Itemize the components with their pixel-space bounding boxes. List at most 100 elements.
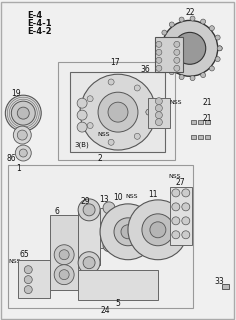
Circle shape	[158, 40, 163, 45]
Circle shape	[172, 189, 180, 197]
Circle shape	[54, 265, 74, 284]
Circle shape	[108, 79, 114, 85]
Text: 21: 21	[203, 114, 212, 123]
Circle shape	[190, 76, 195, 81]
Text: E-4-2: E-4-2	[27, 27, 52, 36]
Text: NSS: NSS	[8, 259, 21, 264]
Circle shape	[17, 130, 27, 140]
Circle shape	[17, 107, 29, 119]
Circle shape	[128, 200, 188, 260]
Circle shape	[217, 46, 222, 51]
Text: NSS: NSS	[170, 100, 182, 105]
Circle shape	[146, 109, 152, 115]
Circle shape	[162, 30, 167, 35]
Bar	[222, 284, 229, 289]
Circle shape	[77, 110, 87, 120]
Circle shape	[134, 133, 140, 139]
Circle shape	[108, 139, 114, 145]
Bar	[198, 120, 203, 124]
Circle shape	[87, 96, 93, 102]
Circle shape	[169, 70, 174, 75]
Bar	[191, 135, 196, 139]
Circle shape	[215, 57, 220, 62]
Circle shape	[98, 92, 138, 132]
Circle shape	[182, 189, 190, 197]
Circle shape	[156, 57, 162, 63]
Bar	[100, 208, 118, 248]
Text: NSS: NSS	[169, 174, 181, 180]
Circle shape	[201, 19, 206, 24]
Circle shape	[215, 35, 220, 40]
Circle shape	[146, 109, 152, 115]
Circle shape	[142, 214, 174, 246]
Text: 3(B): 3(B)	[75, 142, 89, 148]
Bar	[170, 187, 192, 245]
Circle shape	[217, 46, 222, 51]
Circle shape	[134, 85, 140, 91]
Circle shape	[78, 252, 100, 274]
Text: 11: 11	[148, 190, 158, 199]
Bar	[78, 270, 158, 300]
Bar	[191, 120, 196, 124]
Circle shape	[174, 65, 180, 71]
Text: 10: 10	[113, 193, 123, 202]
Bar	[198, 135, 203, 139]
Circle shape	[78, 199, 100, 221]
Bar	[205, 135, 210, 139]
Circle shape	[77, 98, 87, 108]
Bar	[148, 98, 170, 128]
Circle shape	[174, 41, 180, 47]
Text: NSS: NSS	[98, 132, 110, 137]
Text: 33: 33	[215, 277, 225, 286]
Bar	[58, 62, 175, 160]
Text: 1: 1	[16, 164, 21, 173]
Text: 24: 24	[100, 306, 110, 315]
Text: 6: 6	[55, 207, 60, 216]
Circle shape	[179, 75, 184, 80]
Circle shape	[114, 218, 142, 246]
Text: 65: 65	[19, 250, 29, 259]
Circle shape	[103, 202, 115, 214]
Circle shape	[182, 217, 190, 225]
Bar	[155, 37, 183, 72]
Text: 22: 22	[185, 8, 194, 17]
Text: 19: 19	[12, 89, 21, 98]
Circle shape	[103, 240, 115, 252]
Circle shape	[155, 105, 162, 112]
Text: 29: 29	[80, 197, 90, 206]
Circle shape	[172, 203, 180, 211]
Circle shape	[162, 20, 218, 76]
Circle shape	[13, 126, 31, 144]
Circle shape	[121, 225, 135, 239]
Text: 2: 2	[98, 154, 102, 163]
Bar	[8, 165, 193, 308]
Circle shape	[54, 245, 74, 265]
Circle shape	[169, 22, 174, 27]
Text: 36: 36	[140, 65, 150, 74]
Circle shape	[24, 276, 32, 284]
Text: E-4-1: E-4-1	[27, 19, 52, 28]
Bar	[78, 210, 100, 265]
Circle shape	[19, 149, 27, 157]
Circle shape	[11, 101, 35, 125]
Text: 13: 13	[99, 196, 109, 204]
Circle shape	[156, 41, 162, 47]
Circle shape	[182, 231, 190, 239]
Circle shape	[201, 73, 206, 77]
Circle shape	[174, 49, 180, 55]
Circle shape	[100, 204, 156, 260]
Circle shape	[155, 112, 162, 119]
Circle shape	[59, 270, 69, 280]
Text: NSS: NSS	[126, 194, 138, 199]
Circle shape	[156, 49, 162, 55]
Bar	[70, 72, 165, 152]
Text: 5: 5	[116, 299, 120, 308]
Bar	[18, 260, 50, 298]
Circle shape	[87, 123, 93, 129]
Circle shape	[182, 203, 190, 211]
Text: 3(A): 3(A)	[80, 79, 96, 88]
Text: 17: 17	[110, 58, 120, 67]
Circle shape	[77, 122, 87, 132]
Text: E-4: E-4	[27, 11, 42, 20]
Circle shape	[158, 51, 163, 56]
